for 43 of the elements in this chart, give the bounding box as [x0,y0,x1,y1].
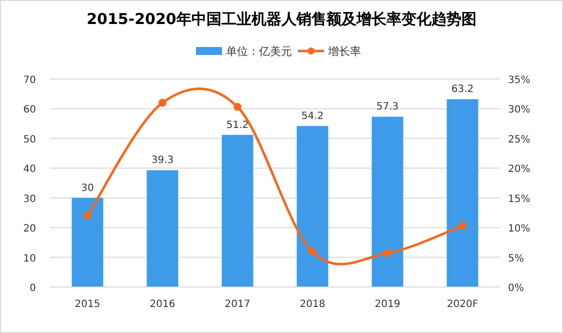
bar [72,198,104,287]
y-tick-label: 50 [23,134,36,146]
x-tick-label: 2017 [224,299,250,310]
data-label: 54.2 [301,110,324,122]
data-label: 57.3 [376,102,399,113]
data-label: 63.2 [451,84,474,96]
y2-tick-label: 0% [508,283,524,294]
y-tick-label: 0 [30,283,36,294]
point [158,98,166,107]
data-label: 51.2 [226,120,249,131]
bar [296,126,328,287]
y2-tick-label: 30% [508,104,530,116]
data-label: 30 [81,182,94,194]
bar [446,99,478,287]
y-tick-label: 30 [23,194,36,205]
x-tick-label: 2016 [150,299,176,310]
y2-tick-label: 35% [508,75,530,86]
y2-tick-label: 10% [508,224,530,235]
legend-label: 增长率 [327,45,361,58]
chart-title: 2015-2020年中国工业机器人销售额及增长率变化趋势图 [86,10,476,28]
legend-label: 单位：亿美元 [226,45,292,58]
bar [372,116,404,287]
y-tick-label: 60 [23,104,36,116]
x-tick-label: 2018 [300,299,326,310]
y-tick-label: 20 [23,224,36,235]
y2-tick-label: 5% [508,253,524,264]
point [384,249,392,258]
data-label: 39.3 [151,155,174,166]
point [308,248,316,256]
y2-tick-label: 15% [508,194,530,205]
y-tick-label: 40 [23,164,36,176]
y-tick-label: 10 [23,253,36,264]
point [458,222,466,230]
y2-tick-label: 25% [508,134,530,146]
bar [146,170,178,287]
point [234,102,242,111]
y2-tick-label: 20% [508,164,530,176]
x-tick-label: 2015 [74,299,100,310]
point [84,212,92,220]
x-tick-label: 2020F [446,299,478,310]
y-tick-label: 70 [23,75,36,86]
x-tick-label: 2019 [374,299,400,310]
bar [222,134,254,287]
